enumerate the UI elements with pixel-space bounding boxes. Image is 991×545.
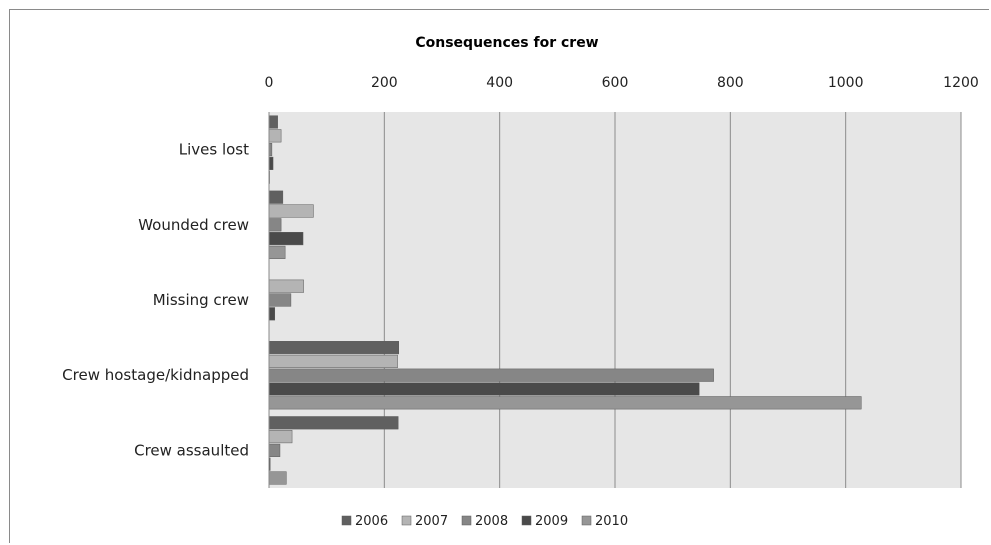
- x-tick-label: 800: [717, 75, 744, 91]
- legend-swatch-2006: [341, 515, 352, 526]
- legend-label: 2007: [415, 514, 448, 529]
- category-label: Crew assaulted: [134, 441, 249, 459]
- bar-2009-2: [268, 307, 276, 321]
- x-tick-label: 200: [371, 75, 398, 91]
- bar-2007-3: [268, 354, 398, 368]
- category-label: Crew hostage/kidnapped: [62, 366, 249, 384]
- bar-2008-3: [268, 368, 714, 382]
- category-label: Missing crew: [153, 291, 249, 309]
- x-tick-label: 1200: [943, 75, 979, 91]
- category-labels: Lives lost Wounded crew Missing crew Crew h…: [62, 141, 249, 460]
- legend-label: 2006: [355, 514, 388, 529]
- bars: [268, 115, 862, 485]
- legend: 2006 2007 2008 2009 2010: [341, 514, 628, 529]
- bar-2006-3: [268, 341, 399, 355]
- chart-title: Consequences for crew: [415, 35, 598, 51]
- legend-label: 2009: [535, 514, 568, 529]
- bar-2006-1: [268, 190, 284, 204]
- legend-swatch-2009: [521, 515, 532, 526]
- bar-2010-3: [268, 396, 862, 410]
- legend-label: 2008: [475, 514, 508, 529]
- bar-2009-1: [268, 232, 304, 246]
- bar-2008-2: [268, 293, 292, 307]
- bar-2010-1: [268, 245, 286, 259]
- legend-swatch-2010: [581, 515, 592, 526]
- x-axis-ticks: 0 200 400 600 800 1000 1200: [265, 75, 979, 91]
- bar-2007-4: [268, 430, 293, 444]
- bar-2009-0: [268, 156, 274, 170]
- bar-2007-0: [268, 129, 282, 143]
- bar-2006-4: [268, 416, 399, 430]
- category-label: Wounded crew: [138, 216, 249, 234]
- legend-swatch-2007: [401, 515, 412, 526]
- x-tick-label: 600: [602, 75, 629, 91]
- bar-2010-4: [268, 471, 287, 485]
- bar-2006-0: [268, 115, 278, 129]
- legend-swatch-2008: [461, 515, 472, 526]
- legend-label: 2010: [595, 514, 628, 529]
- bar-2009-3: [268, 382, 700, 396]
- x-tick-label: 0: [265, 75, 274, 91]
- chart-frame: [9, 9, 989, 543]
- x-tick-label: 1000: [828, 75, 864, 91]
- x-tick-label: 400: [486, 75, 513, 91]
- bar-2007-1: [268, 204, 314, 218]
- bar-2007-2: [268, 279, 304, 293]
- bar-2008-1: [268, 218, 282, 232]
- bar-2008-4: [268, 443, 281, 457]
- category-label: Lives lost: [179, 141, 249, 159]
